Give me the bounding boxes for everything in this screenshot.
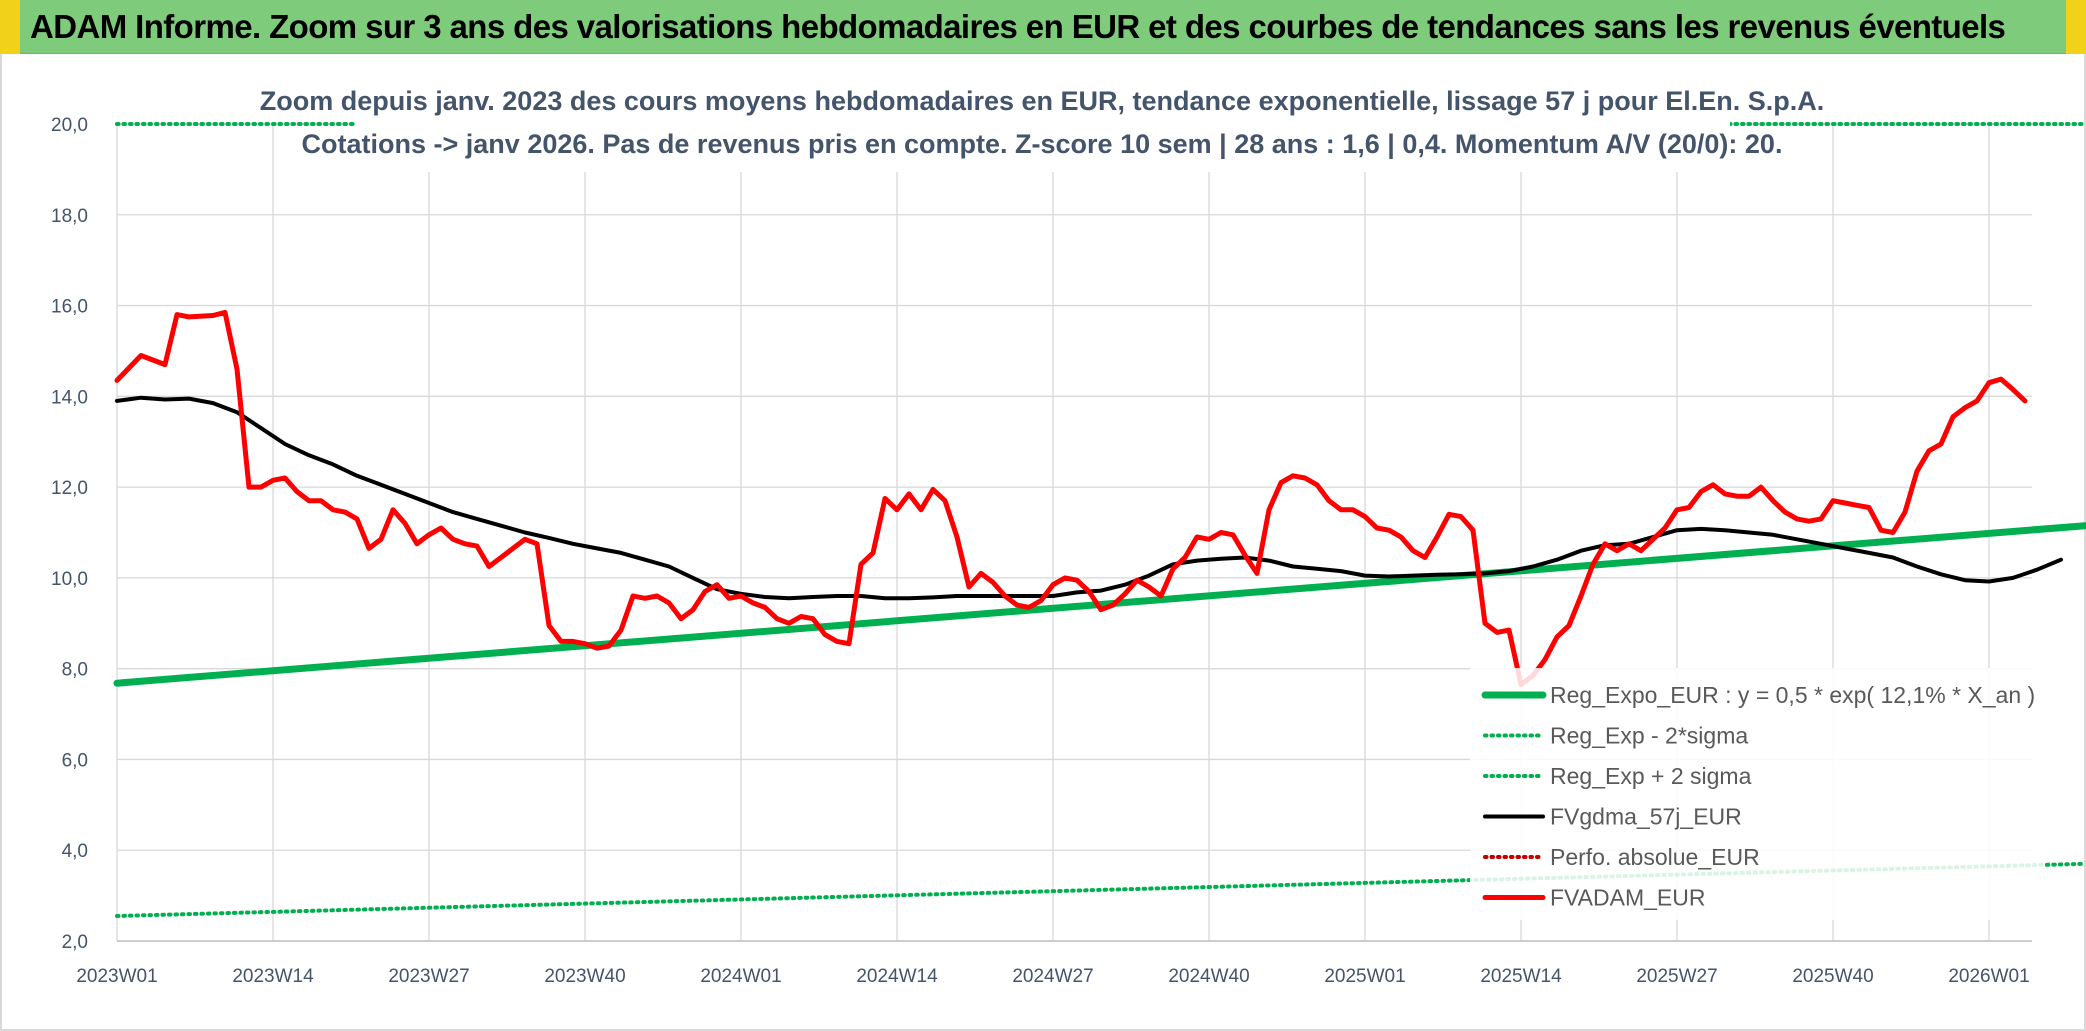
y-tick-label: 10,0 <box>51 569 88 590</box>
left-corner-mark <box>0 0 20 54</box>
x-tick-label: 2024W14 <box>856 966 938 987</box>
y-tick-label: 4,0 <box>62 841 88 862</box>
legend-label: FVgdma_57j_EUR <box>1550 804 1742 830</box>
x-tick-label: 2024W27 <box>1012 966 1093 987</box>
y-tick-label: 20,0 <box>51 115 88 136</box>
page-title: ADAM Informe. Zoom sur 3 ans des valoris… <box>30 8 2006 45</box>
x-tick-label: 2026W01 <box>1948 966 2029 987</box>
legend-label: Reg_Expo_EUR : y = 0,5 * exp( 12,1% * X_… <box>1550 682 2035 708</box>
x-tick-label: 2024W01 <box>700 966 781 987</box>
x-axis: 2023W01 2023W14 2023W27 2023W40 2024W01 2024W… <box>76 966 2029 987</box>
right-corner-mark <box>2066 0 2086 54</box>
chart-subtitle-line2: Cotations -> janv 2026. Pas de revenus p… <box>302 129 1783 159</box>
x-tick-label: 2025W14 <box>1480 966 1562 987</box>
x-tick-label: 2025W40 <box>1792 966 1873 987</box>
y-tick-label: 6,0 <box>62 750 88 771</box>
legend: Reg_Expo_EUR : y = 0,5 * exp( 12,1% * X_… <box>1470 668 2045 920</box>
y-tick-label: 16,0 <box>51 297 88 318</box>
legend-label: FVADAM_EUR <box>1550 885 1706 911</box>
y-tick-label: 12,0 <box>51 478 88 499</box>
x-tick-label: 2023W01 <box>76 966 157 987</box>
y-tick-label: 18,0 <box>51 206 88 227</box>
series-line-0 <box>113 522 2086 687</box>
legend-label: Reg_Exp - 2*sigma <box>1550 723 1748 749</box>
x-tick-label: 2023W14 <box>232 966 314 987</box>
x-tick-label: 2025W27 <box>1636 966 1717 987</box>
chart-subtitle-line1: Zoom depuis janv. 2023 des cours moyens … <box>260 86 1824 116</box>
y-tick-label: 14,0 <box>51 387 88 408</box>
legend-background <box>1470 668 2045 920</box>
title-banner: ADAM Informe. Zoom sur 3 ans des valoris… <box>0 0 2086 54</box>
x-tick-label: 2023W40 <box>544 966 625 987</box>
x-tick-label: 2023W27 <box>388 966 469 987</box>
y-tick-label: 2,0 <box>62 932 88 953</box>
grid <box>116 123 2032 942</box>
legend-label: Reg_Exp + 2 sigma <box>1550 763 1752 789</box>
x-tick-label: 2025W01 <box>1324 966 1405 987</box>
x-tick-label: 2024W40 <box>1168 966 1249 987</box>
series-line-5 <box>114 309 2028 688</box>
legend-label: Perfo. absolue_EUR <box>1550 844 1760 870</box>
subtitle-background <box>355 70 1730 172</box>
y-axis: 2,0 4,0 6,0 8,0 10,0 12,0 14,0 16,0 18,0 20,0 <box>51 115 88 953</box>
y-tick-label: 8,0 <box>62 660 88 681</box>
